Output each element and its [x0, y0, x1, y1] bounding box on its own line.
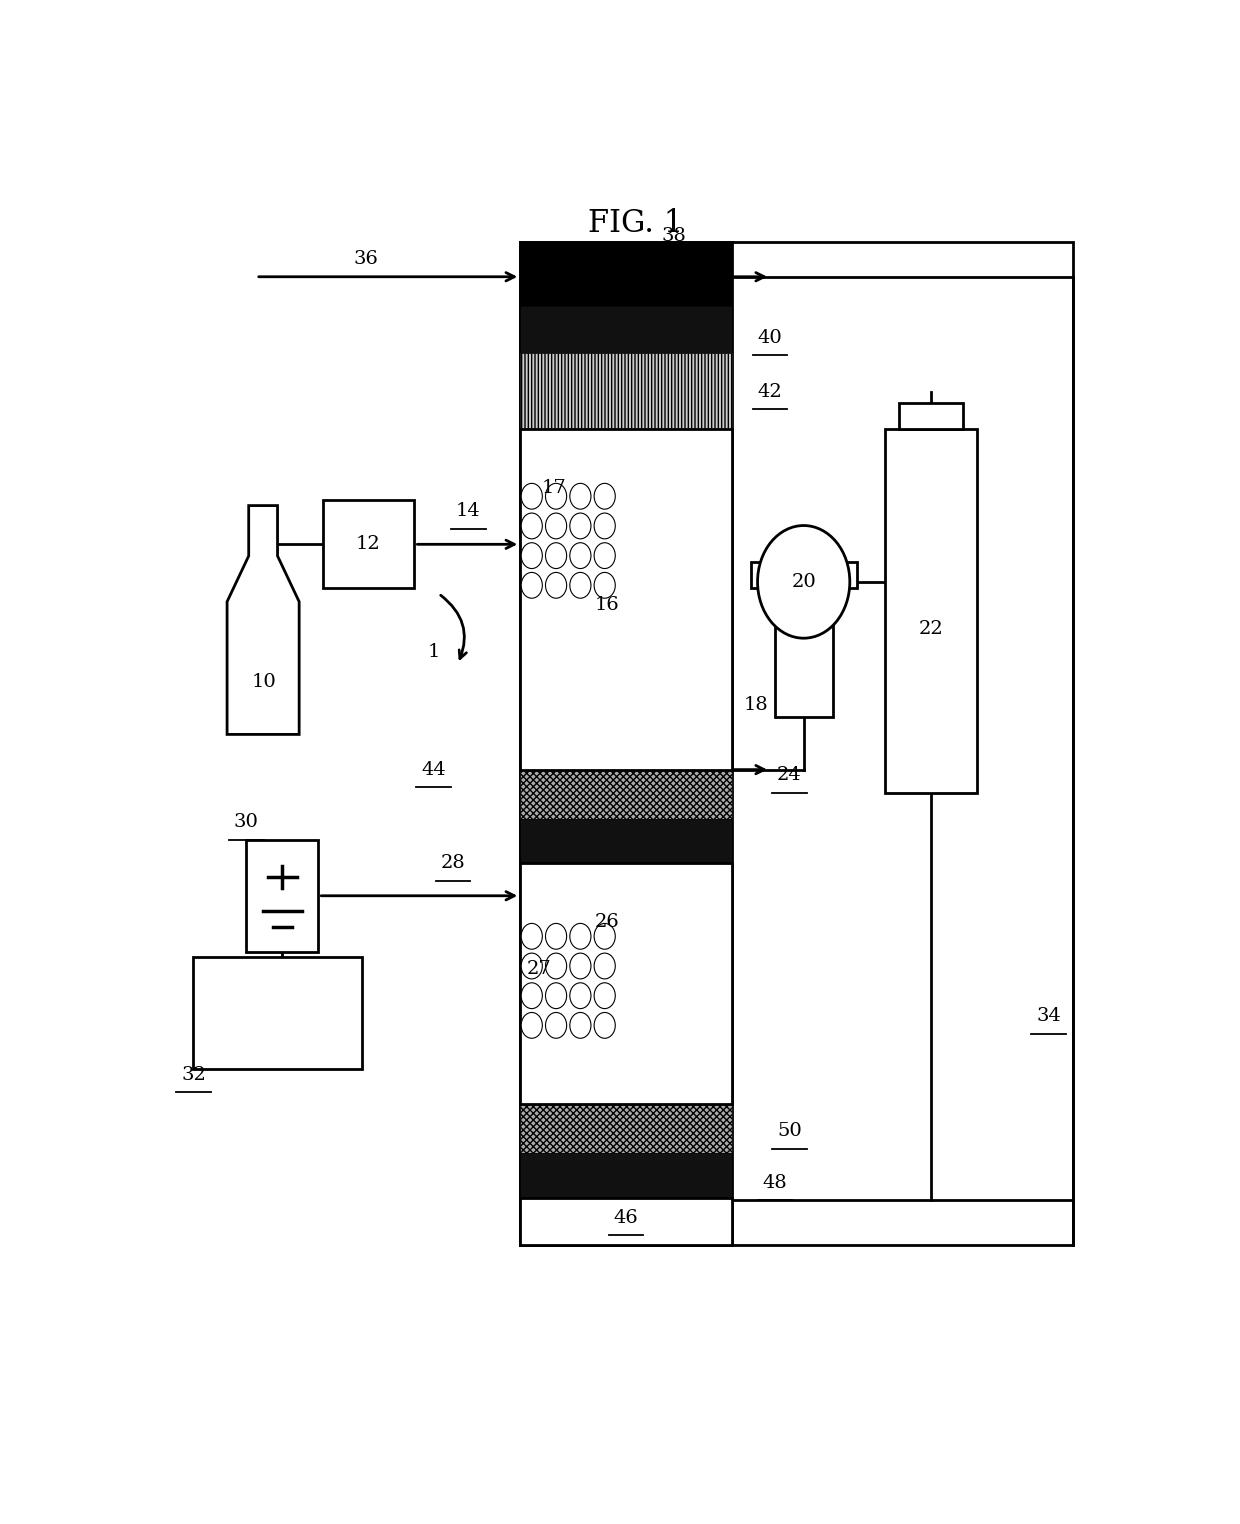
Text: 44: 44 — [422, 760, 446, 779]
Bar — [521, 306, 732, 354]
Text: 46: 46 — [614, 1209, 639, 1227]
Circle shape — [521, 1012, 542, 1038]
Bar — [521, 818, 732, 864]
Circle shape — [758, 526, 849, 639]
Circle shape — [521, 514, 542, 539]
Bar — [521, 242, 732, 306]
Circle shape — [570, 573, 591, 599]
Circle shape — [594, 543, 615, 568]
Text: 28: 28 — [440, 855, 465, 873]
Text: 1: 1 — [428, 643, 440, 661]
Bar — [521, 1103, 732, 1154]
Bar — [521, 242, 1073, 1245]
Text: 48: 48 — [763, 1173, 787, 1192]
Bar — [899, 404, 963, 430]
Text: 36: 36 — [353, 250, 379, 268]
Circle shape — [521, 483, 542, 509]
Text: 30: 30 — [234, 814, 259, 832]
Circle shape — [570, 514, 591, 539]
Bar — [775, 588, 832, 716]
Text: 24: 24 — [777, 767, 801, 785]
Circle shape — [521, 924, 542, 949]
Text: 42: 42 — [758, 383, 782, 401]
Circle shape — [546, 952, 567, 978]
Bar — [751, 562, 857, 588]
Circle shape — [546, 514, 567, 539]
Circle shape — [570, 543, 591, 568]
Text: 20: 20 — [791, 573, 816, 591]
Bar — [521, 242, 732, 1245]
Circle shape — [521, 983, 542, 1009]
Bar — [885, 430, 977, 792]
Circle shape — [546, 924, 567, 949]
Circle shape — [570, 983, 591, 1009]
Polygon shape — [227, 506, 299, 735]
Circle shape — [594, 514, 615, 539]
Text: 12: 12 — [356, 535, 381, 553]
Circle shape — [521, 573, 542, 599]
Bar — [521, 770, 732, 818]
Bar — [521, 430, 732, 770]
Bar — [521, 864, 732, 1103]
Circle shape — [594, 1012, 615, 1038]
Circle shape — [570, 952, 591, 978]
Text: 50: 50 — [777, 1122, 801, 1140]
Text: 34: 34 — [1037, 1007, 1061, 1026]
Circle shape — [546, 483, 567, 509]
Circle shape — [594, 483, 615, 509]
Circle shape — [521, 952, 542, 978]
Bar — [324, 500, 414, 588]
Text: FIG. 1: FIG. 1 — [588, 209, 683, 239]
Bar — [247, 840, 319, 951]
Bar — [521, 354, 732, 430]
Bar — [193, 957, 362, 1068]
Circle shape — [594, 983, 615, 1009]
Bar — [521, 1198, 732, 1245]
Circle shape — [570, 924, 591, 949]
Circle shape — [594, 924, 615, 949]
Text: 22: 22 — [919, 620, 944, 639]
Circle shape — [594, 573, 615, 599]
Text: 17: 17 — [542, 479, 567, 497]
Circle shape — [521, 543, 542, 568]
Circle shape — [546, 543, 567, 568]
Text: 18: 18 — [743, 696, 768, 715]
Text: 14: 14 — [456, 503, 481, 521]
Circle shape — [570, 483, 591, 509]
Circle shape — [546, 1012, 567, 1038]
Text: 38: 38 — [661, 227, 687, 245]
Bar — [521, 1154, 732, 1198]
Text: 26: 26 — [594, 913, 619, 931]
Circle shape — [546, 573, 567, 599]
Circle shape — [594, 952, 615, 978]
Text: 27: 27 — [527, 960, 552, 978]
Circle shape — [546, 983, 567, 1009]
Circle shape — [570, 1012, 591, 1038]
Text: 32: 32 — [181, 1065, 206, 1084]
Text: 10: 10 — [252, 672, 277, 690]
Text: 40: 40 — [758, 329, 782, 347]
Text: 16: 16 — [594, 596, 619, 614]
